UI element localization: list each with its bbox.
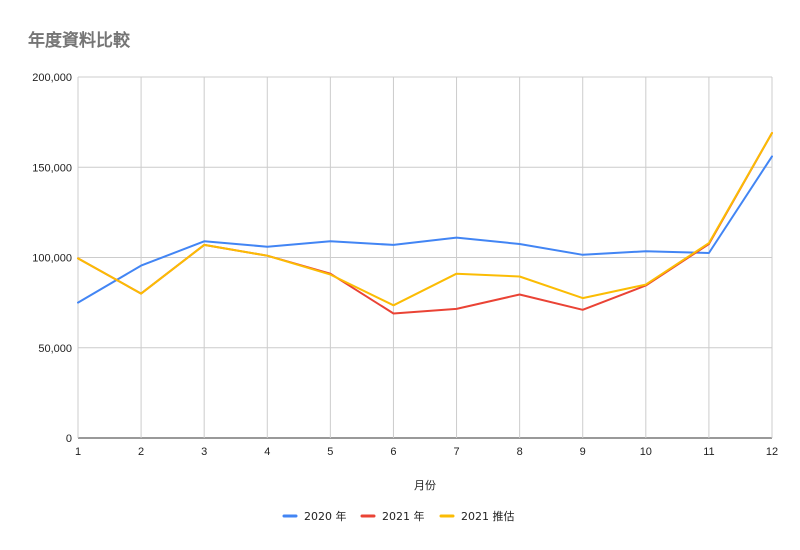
series-line-1	[77, 155, 773, 304]
x-axis-ticks: 1 2 3 4 5 6 7 8 9 10 11 12	[75, 446, 778, 458]
legend-label-1: 2020 年	[304, 509, 347, 523]
gridlines	[77, 76, 773, 439]
x-tick-label: 3	[201, 446, 207, 458]
x-tick-label: 1	[75, 446, 81, 458]
x-tick-label: 12	[766, 446, 778, 458]
legend-label-2: 2021 年	[382, 509, 425, 523]
series-line-3	[77, 132, 773, 307]
x-tick-label: 2	[138, 446, 144, 458]
legend-label-3: 2021 推估	[461, 509, 515, 523]
y-tick-label: 200,000	[32, 72, 72, 84]
legend: 2020 年 2021 年 2021 推估	[282, 509, 515, 523]
x-axis-label: 月份	[414, 479, 436, 492]
y-tick-label: 0	[66, 433, 72, 445]
y-axis-ticks: 0 50,000 100,000 150,000 200,000	[32, 72, 72, 445]
x-tick-label: 8	[517, 446, 523, 458]
x-tick-label: 9	[580, 446, 586, 458]
x-tick-label: 11	[703, 446, 714, 458]
x-tick-label: 4	[264, 446, 270, 458]
x-tick-label: 5	[327, 446, 333, 458]
series-lines	[77, 132, 773, 315]
x-tick-label: 10	[640, 446, 652, 458]
y-tick-label: 100,000	[32, 253, 72, 265]
y-tick-label: 150,000	[32, 162, 72, 174]
x-tick-label: 6	[390, 446, 396, 458]
x-tick-label: 7	[453, 446, 459, 458]
series-line-2	[77, 132, 773, 315]
y-tick-label: 50,000	[38, 343, 72, 355]
chart-title: 年度資料比較	[28, 30, 131, 51]
